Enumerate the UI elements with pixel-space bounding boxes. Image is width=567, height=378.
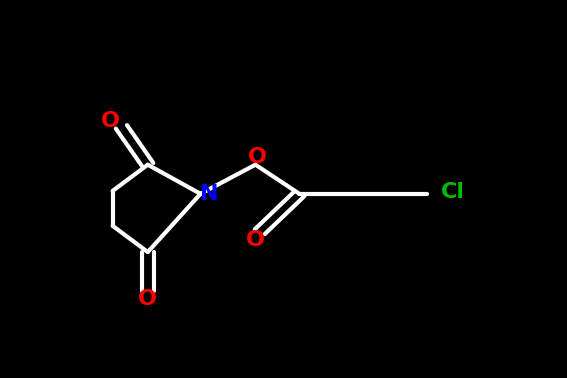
Text: O: O: [138, 288, 157, 308]
Text: N: N: [200, 184, 218, 204]
Text: O: O: [248, 147, 267, 167]
Text: O: O: [246, 230, 265, 250]
Text: O: O: [101, 111, 120, 131]
Text: Cl: Cl: [441, 182, 465, 202]
